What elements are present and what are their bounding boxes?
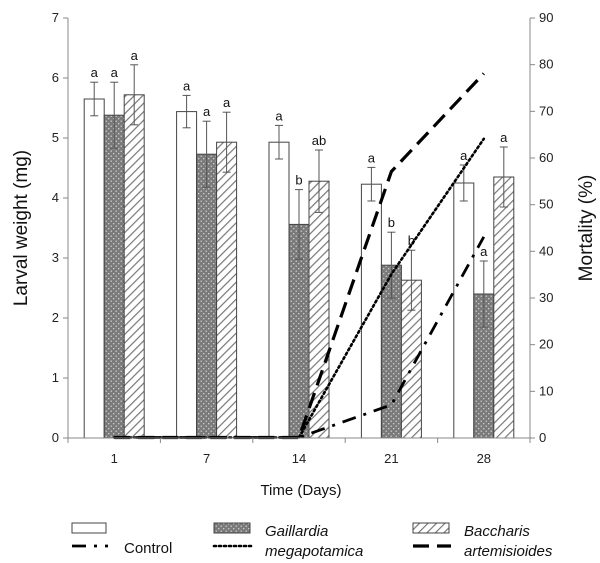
y2-tick-label: 90 — [539, 10, 553, 25]
bar — [103, 114, 125, 439]
bar — [83, 98, 105, 439]
legend: Control Gaillardia megapotamica Baccharis ar… — [71, 522, 553, 560]
bar — [268, 141, 290, 439]
y2-tick-label: 70 — [539, 103, 553, 118]
bar — [176, 111, 198, 439]
legend-label: megapotamica — [265, 543, 363, 560]
significance-label: a — [111, 65, 119, 80]
significance-label: a — [460, 148, 468, 163]
significance-label: a — [368, 150, 376, 165]
bar — [196, 153, 218, 439]
y-tick-label: 6 — [52, 70, 59, 85]
significance-label: a — [203, 104, 211, 119]
bar — [493, 176, 515, 439]
y2-tick-label: 30 — [539, 290, 553, 305]
x-axis-title: Time (Days) — [260, 482, 341, 499]
significance-label: b — [295, 173, 302, 188]
legend-swatch-bar — [71, 522, 107, 534]
y2-tick-label: 20 — [539, 337, 553, 352]
legend-label: Control — [124, 540, 172, 557]
y2-tick-label: 80 — [539, 57, 553, 72]
significance-label: a — [480, 244, 488, 259]
y-tick-label: 1 — [52, 370, 59, 385]
y-axis-title: Larval weight (mg) — [11, 150, 32, 306]
legend-label: artemisioides — [464, 543, 553, 560]
y-tick-label: 4 — [52, 190, 59, 205]
significance-label: a — [183, 78, 191, 93]
y2-axis-title: Mortality (%) — [576, 175, 597, 282]
x-tick-label: 1 — [111, 451, 118, 466]
legend-swatch-bar — [412, 522, 450, 534]
y2-tick-label: 50 — [539, 197, 553, 212]
significance-label: b — [388, 215, 395, 230]
significance-label: a — [91, 65, 99, 80]
y-tick-label: 0 — [52, 430, 59, 445]
significance-label: ab — [312, 133, 326, 148]
legend-swatch-bar — [213, 522, 251, 534]
y-tick-label: 7 — [52, 10, 59, 25]
y2-tick-label: 0 — [539, 430, 546, 445]
significance-label: a — [500, 130, 508, 145]
x-tick-label: 14 — [292, 451, 306, 466]
y-tick-label: 5 — [52, 130, 59, 145]
y2-tick-label: 10 — [539, 383, 553, 398]
bar — [216, 141, 238, 439]
x-tick-label: 21 — [384, 451, 398, 466]
y2-tick-label: 40 — [539, 243, 553, 258]
y-tick-label: 2 — [52, 310, 59, 325]
bar — [453, 182, 475, 439]
legend-label: Gaillardia — [265, 523, 328, 540]
significance-label: a — [275, 108, 283, 123]
x-tick-label: 7 — [203, 451, 210, 466]
significance-label: a — [131, 48, 139, 63]
significance-label: b — [408, 233, 415, 248]
legend-label: Baccharis — [464, 523, 530, 540]
significance-label: a — [223, 95, 231, 110]
y2-tick-label: 60 — [539, 150, 553, 165]
x-tick-label: 28 — [477, 451, 491, 466]
y-tick-label: 3 — [52, 250, 59, 265]
bar — [123, 94, 145, 439]
